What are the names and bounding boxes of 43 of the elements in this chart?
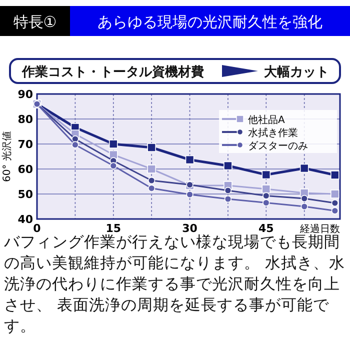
x-axis-title: 経過日数 [299, 224, 340, 235]
x-tick-label: 45 [258, 222, 274, 235]
text: 大幅カット [264, 65, 329, 80]
legend-label: 他社品A [248, 114, 285, 126]
y-tick-label: 50 [18, 188, 34, 201]
point [262, 199, 270, 206]
point [224, 161, 232, 170]
legend-label: ダスターのみ [248, 140, 308, 152]
point [110, 162, 117, 170]
point [108, 140, 118, 148]
y-tick-label: 90 [18, 88, 34, 101]
point [300, 194, 308, 202]
point [300, 202, 308, 210]
point [148, 184, 156, 192]
text: バフィング作業が行えない様な現場でも長期間の高い美観維持が可能になります。 水拭き、水洗浄の代わりに作業する事で光沢耐久性を向上させ、 表面洗浄の周期を延長する事が可能です。 [4, 233, 346, 337]
point [185, 155, 194, 164]
chart-subtitle: あらゆる現場の光沢耐久性を強化 [98, 13, 322, 31]
point [331, 199, 339, 207]
y-tick-label: 80 [18, 113, 34, 126]
y-tick-label: 60 [18, 163, 34, 176]
point [147, 164, 156, 174]
point [186, 190, 194, 198]
point [330, 170, 340, 180]
point [147, 143, 156, 152]
point [262, 184, 271, 194]
y-axis-title: 60° 光沢値 [1, 131, 13, 182]
x-tick-label: 30 [182, 222, 198, 235]
y-tick-label: 40 [18, 213, 34, 226]
x-tick-label: 15 [106, 222, 122, 235]
point [224, 195, 232, 203]
point [262, 192, 270, 200]
chart-title: 特長① [13, 13, 57, 31]
point [148, 176, 156, 184]
text: 作業コスト・トータル資機材費 [21, 65, 204, 80]
point [300, 164, 309, 173]
point [330, 190, 340, 198]
x-tick-label: 0 [33, 222, 42, 235]
point [72, 141, 79, 148]
point [262, 170, 271, 180]
point [224, 186, 232, 194]
legend-label: 水拭き作業 [248, 127, 298, 139]
y-tick-label: 70 [18, 138, 34, 151]
point [331, 207, 339, 214]
